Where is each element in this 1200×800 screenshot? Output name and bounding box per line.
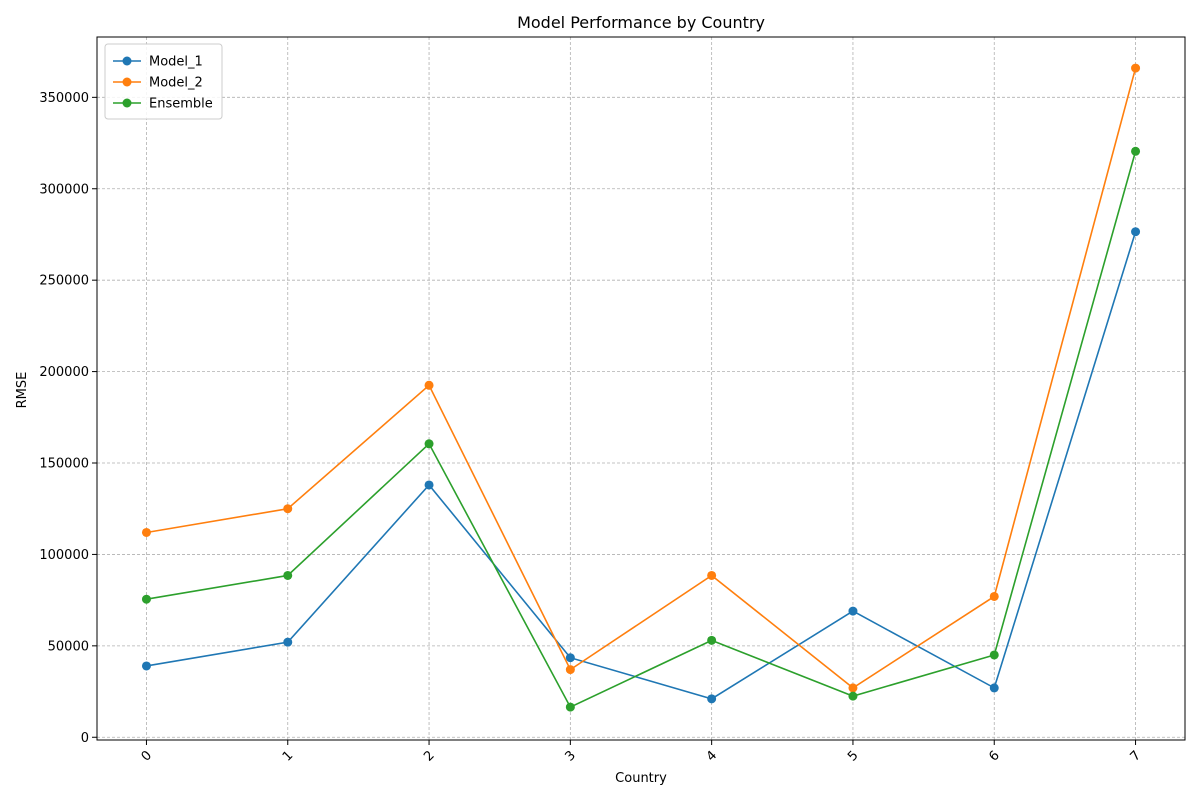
data-point [565,653,575,663]
series-layer [141,63,1141,712]
y-tick-label: 200000 [39,365,89,380]
series-line [146,67,1137,689]
legend-marker [122,56,132,66]
legend-marker [122,77,132,87]
x-tick-label: 0 [139,748,155,764]
y-tick-label: 50000 [48,639,89,654]
y-tick-label: 350000 [39,91,89,106]
data-point [989,650,999,660]
data-point [1131,146,1141,156]
legend-item: Ensemble [113,97,213,112]
legend: Model_1 Model_2 Ensemble [104,43,223,120]
legend-item: Model_1 [113,55,203,70]
y-tick-label: 0 [81,731,89,746]
x-tick-label: 2 [421,748,437,764]
data-point [1131,63,1141,73]
data-point [283,504,293,514]
y-tick-label: 150000 [39,457,89,472]
data-point [707,635,717,645]
y-tick-label: 250000 [39,274,89,289]
data-point [141,661,151,671]
x-tick-label: 3 [562,748,578,764]
plot-frame [96,36,1186,741]
chart-title: Model Performance by Country [517,13,765,32]
series-model-2 [141,63,1141,693]
series-line [146,231,1137,700]
data-point [848,691,858,701]
legend-label: Model_2 [149,76,203,91]
data-point [989,683,999,693]
data-point [141,594,151,604]
data-point [848,606,858,616]
data-point [141,527,151,537]
data-point [283,570,293,580]
y-axis-label: RMSE [15,372,30,409]
legend-box [104,43,223,120]
data-point [1131,227,1141,237]
legend-label: Ensemble [149,97,213,112]
x-tick-label: 4 [704,748,720,764]
x-axis-label: Country [615,771,667,786]
x-tick-label: 6 [986,748,1002,764]
y-tick-label: 300000 [39,182,89,197]
data-point [989,591,999,601]
data-point [707,694,717,704]
data-point [424,380,434,390]
series-ensemble [141,146,1141,712]
series-line [146,151,1137,709]
data-point [424,439,434,449]
data-point [565,665,575,675]
data-point [565,702,575,712]
legend-label: Model_1 [149,55,203,70]
legend-item: Model_2 [113,76,203,91]
y-tick-label: 100000 [39,548,89,563]
x-tick-label: 1 [280,748,296,764]
x-tick-label: 5 [845,748,861,764]
data-point [283,637,293,647]
data-point [707,570,717,580]
legend-marker [122,98,132,108]
x-tick-label: 7 [1128,748,1144,764]
grid-layer [97,37,1185,740]
data-point [424,480,434,490]
series-model-1 [141,227,1141,704]
data-point [848,683,858,693]
